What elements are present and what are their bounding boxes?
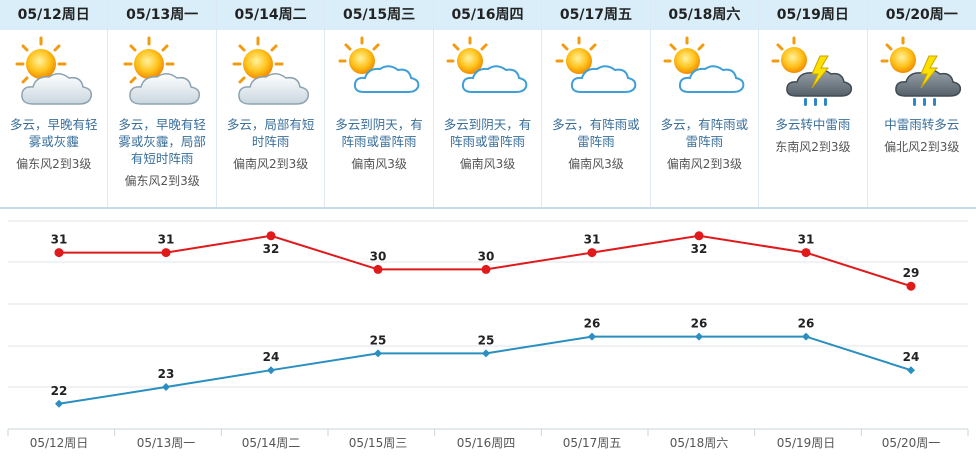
data-point	[694, 231, 704, 241]
data-point	[162, 383, 170, 391]
day-date: 05/16周四	[433, 0, 542, 30]
day-column: 05/18周六 多云，有阵雨或雷阵雨偏南风2到3级	[650, 0, 760, 208]
wind-info: 东南风2到3级	[775, 140, 851, 154]
forecast-panel: 05/12周日	[0, 0, 976, 208]
data-point	[801, 248, 811, 258]
x-tick-label: 05/14周二	[242, 436, 301, 450]
day-date: 05/20周一	[867, 0, 976, 30]
day-date: 05/13周一	[108, 0, 216, 30]
data-label: 30	[370, 249, 387, 263]
day-date: 05/17周五	[542, 0, 650, 30]
weather-description: 多云，有阵雨或雷阵雨	[660, 117, 749, 149]
data-point	[802, 332, 810, 341]
wind-info: 偏南风3级	[459, 157, 516, 171]
weather-description: 多云到阴天，有阵雨或雷阵雨	[443, 117, 532, 149]
data-point	[55, 399, 63, 408]
data-label: 23	[158, 367, 175, 381]
data-label: 32	[691, 242, 708, 256]
day-date: 05/15周三	[325, 0, 433, 30]
data-label: 30	[478, 249, 495, 263]
data-point	[266, 231, 276, 241]
data-point	[267, 366, 275, 375]
weather-description: 多云到阴天，有阵雨或雷阵雨	[335, 117, 423, 149]
weather-description: 多云，有阵雨或雷阵雨	[552, 117, 640, 149]
day-column: 05/15周三 多云到阴天，有阵雨或雷阵雨偏南风3级	[325, 0, 434, 208]
x-tick-label: 05/15周三	[349, 436, 408, 450]
data-point	[907, 366, 915, 375]
wind-info: 偏北风2到3级	[884, 140, 960, 154]
wind-info: 偏东风2到3级	[124, 174, 200, 188]
data-label: 31	[798, 233, 815, 247]
data-label: 22	[51, 384, 68, 398]
data-label: 31	[51, 233, 68, 247]
day-column: 05/13周一	[108, 0, 217, 208]
data-label: 24	[263, 350, 280, 364]
x-tick-label: 05/13周一	[137, 436, 196, 450]
sun-cloud-icon	[226, 34, 316, 114]
data-point	[588, 332, 596, 341]
wind-info: 偏南风3级	[351, 157, 407, 171]
data-point	[374, 349, 382, 358]
sun-cloud-icon	[117, 34, 207, 114]
divider	[0, 207, 976, 209]
day-column: 05/20周一	[867, 0, 976, 208]
data-label: 31	[158, 233, 175, 247]
x-tick-label: 05/19周日	[777, 436, 836, 450]
data-point	[695, 332, 703, 341]
day-date: 05/12周日	[0, 0, 108, 30]
sun-cloud-icon	[334, 34, 424, 114]
wind-info: 偏南风2到3级	[666, 157, 743, 171]
data-label: 31	[584, 233, 601, 247]
sun-cloud-icon	[551, 34, 641, 114]
data-label: 24	[903, 350, 920, 364]
weather-description: 多云，早晚有轻雾或灰霾，局部有短时阵雨	[118, 117, 206, 166]
x-tick-label: 05/17周五	[563, 436, 622, 450]
thunderstorm-icon	[877, 34, 967, 114]
data-label: 29	[903, 266, 920, 280]
data-point	[906, 281, 916, 291]
wind-info: 偏南风2到3级	[232, 157, 309, 171]
data-label: 25	[478, 333, 495, 347]
data-point	[587, 248, 597, 258]
weather-description: 多云，局部有短时阵雨	[226, 117, 315, 149]
x-tick-label: 05/12周日	[30, 436, 89, 450]
data-label: 25	[370, 333, 387, 347]
weather-description: 多云转中雷雨	[775, 117, 851, 132]
sun-cloud-icon	[442, 34, 532, 114]
day-date: 05/19周日	[759, 0, 867, 30]
sun-cloud-icon	[9, 34, 99, 114]
weather-description: 多云，早晚有轻雾或灰霾	[9, 117, 98, 149]
day-column: 05/12周日	[0, 0, 109, 208]
x-tick-label: 05/16周四	[457, 436, 516, 450]
temperature-chart: 05/12周日 05/13周一 05/14周二 05/15周三 05/16周四 05/17…	[7, 220, 969, 450]
data-label: 26	[584, 317, 601, 331]
sun-cloud-icon	[659, 34, 749, 114]
wind-info: 偏东风2到3级	[16, 157, 92, 171]
data-label: 26	[798, 317, 815, 331]
day-date: 05/18周六	[650, 0, 759, 30]
day-column: 05/17周五 多云，有阵雨或雷阵雨偏南风3级	[542, 0, 651, 208]
x-tick-label: 05/18周六	[670, 436, 729, 450]
data-point	[161, 248, 171, 258]
day-date: 05/14周二	[216, 0, 325, 30]
data-point	[482, 349, 490, 358]
data-point	[373, 264, 383, 274]
data-point	[481, 264, 491, 274]
day-column: 05/19周日	[759, 0, 868, 208]
data-label: 32	[263, 242, 280, 256]
weather-description: 中雷雨转多云	[884, 117, 960, 132]
wind-info: 偏南风3级	[568, 157, 624, 171]
data-label: 26	[691, 317, 708, 331]
day-column: 05/16周四 多云到阴天，有阵雨或雷阵雨偏南风3级	[433, 0, 543, 208]
x-tick-label: 05/20周一	[882, 436, 941, 450]
data-point	[54, 248, 64, 258]
thunderstorm-icon	[768, 34, 858, 114]
day-column: 05/14周二	[216, 0, 326, 208]
